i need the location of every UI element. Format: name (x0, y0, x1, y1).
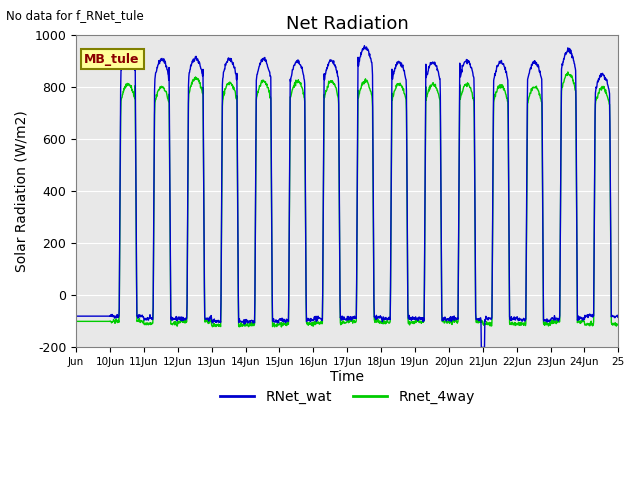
RNet_wat (157, 58, 164, 63)
RNet_wat (72, 313, 80, 319)
Text: MB_tule: MB_tule (84, 53, 140, 66)
RNet_wat (608, 312, 616, 318)
X-axis label: Time: Time (330, 370, 364, 384)
Legend: RNet_wat, Rnet_4way: RNet_wat, Rnet_4way (214, 384, 481, 409)
Rnet_4way (476, 319, 483, 325)
RNet_wat (614, 313, 622, 319)
Rnet_4way (333, 92, 341, 97)
Line: RNet_wat: RNet_wat (76, 46, 618, 348)
Rnet_4way (564, 69, 572, 75)
RNet_wat (477, 345, 485, 350)
RNet_wat (476, 316, 483, 322)
Line: Rnet_4way: Rnet_4way (76, 72, 618, 327)
RNet_wat (555, 317, 563, 323)
Title: Net Radiation: Net Radiation (286, 15, 408, 33)
Rnet_4way (157, 85, 164, 91)
Text: No data for f_RNet_tule: No data for f_RNet_tule (6, 9, 144, 22)
RNet_wat (333, 70, 340, 76)
Y-axis label: Solar Radiation (W/m2): Solar Radiation (W/m2) (15, 110, 29, 272)
Rnet_4way (323, 87, 331, 93)
Rnet_4way (72, 318, 80, 324)
Rnet_4way (608, 322, 616, 327)
RNet_wat (360, 43, 368, 48)
RNet_wat (323, 67, 330, 73)
Rnet_4way (614, 321, 622, 327)
Rnet_4way (278, 324, 285, 330)
Rnet_4way (555, 318, 563, 324)
